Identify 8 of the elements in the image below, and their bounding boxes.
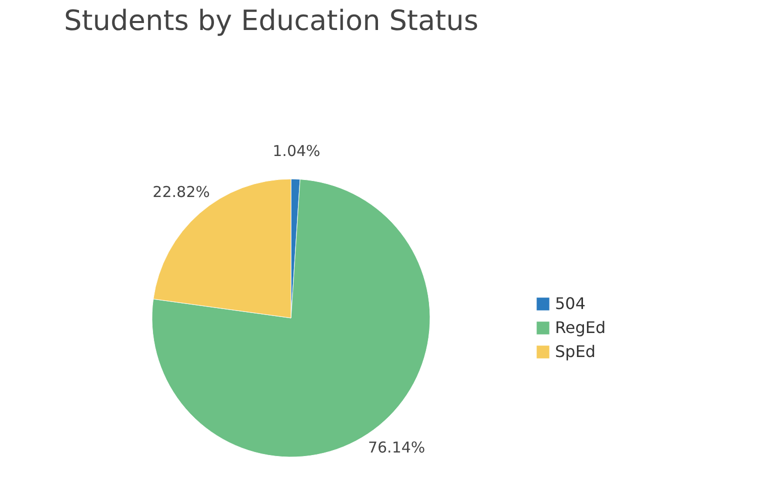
data-label: 76.14% [368,438,426,456]
legend-label: 504 [555,294,586,313]
data-label: 1.04% [272,142,320,160]
pie-slice [152,179,430,458]
legend-label: RegEd [555,318,606,337]
legend-label: SpEd [555,342,596,361]
chart-title: Students by Education Status [64,4,478,37]
data-label: 22.82% [152,183,210,202]
